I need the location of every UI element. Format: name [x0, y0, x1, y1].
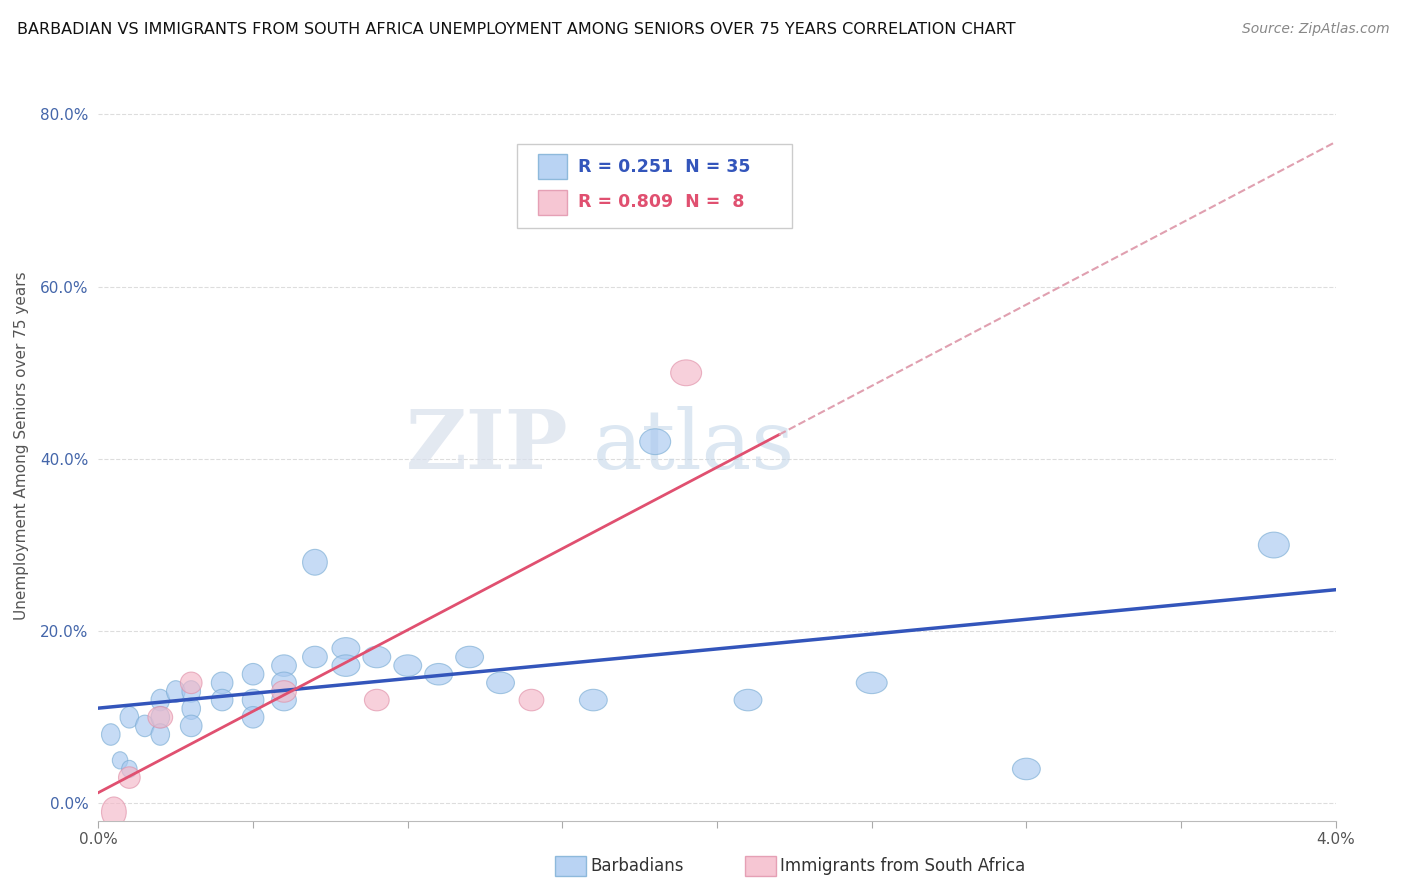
- Ellipse shape: [211, 672, 233, 694]
- Ellipse shape: [332, 655, 360, 676]
- Text: BARBADIAN VS IMMIGRANTS FROM SOUTH AFRICA UNEMPLOYMENT AMONG SENIORS OVER 75 YEA: BARBADIAN VS IMMIGRANTS FROM SOUTH AFRIC…: [17, 22, 1015, 37]
- Ellipse shape: [1258, 533, 1289, 558]
- Y-axis label: Unemployment Among Seniors over 75 years: Unemployment Among Seniors over 75 years: [14, 272, 30, 620]
- Ellipse shape: [456, 646, 484, 668]
- Ellipse shape: [302, 646, 328, 668]
- Ellipse shape: [150, 706, 170, 728]
- Ellipse shape: [242, 690, 264, 711]
- Text: R = 0.809  N =  8: R = 0.809 N = 8: [578, 194, 744, 211]
- Ellipse shape: [135, 715, 155, 737]
- Ellipse shape: [425, 664, 453, 685]
- Ellipse shape: [118, 767, 141, 789]
- Ellipse shape: [363, 646, 391, 668]
- Ellipse shape: [394, 655, 422, 676]
- Ellipse shape: [271, 681, 297, 702]
- Ellipse shape: [332, 638, 360, 659]
- Text: Immigrants from South Africa: Immigrants from South Africa: [780, 857, 1025, 875]
- Ellipse shape: [181, 681, 201, 702]
- Ellipse shape: [671, 359, 702, 385]
- Ellipse shape: [242, 706, 264, 728]
- Ellipse shape: [166, 681, 186, 702]
- Ellipse shape: [1012, 758, 1040, 780]
- Ellipse shape: [856, 672, 887, 694]
- Text: ZIP: ZIP: [406, 406, 568, 486]
- Ellipse shape: [181, 698, 201, 720]
- Text: Barbadians: Barbadians: [591, 857, 685, 875]
- Text: atlas: atlas: [593, 406, 796, 486]
- Ellipse shape: [734, 690, 762, 711]
- Ellipse shape: [150, 723, 170, 746]
- Ellipse shape: [120, 706, 139, 728]
- Ellipse shape: [486, 672, 515, 694]
- Ellipse shape: [519, 690, 544, 711]
- Ellipse shape: [101, 723, 120, 746]
- Ellipse shape: [148, 706, 173, 728]
- Ellipse shape: [364, 690, 389, 711]
- Ellipse shape: [150, 690, 170, 711]
- Ellipse shape: [579, 690, 607, 711]
- Ellipse shape: [101, 797, 127, 827]
- Ellipse shape: [211, 690, 233, 711]
- Ellipse shape: [271, 690, 297, 711]
- Ellipse shape: [122, 760, 138, 778]
- Ellipse shape: [180, 672, 202, 694]
- Ellipse shape: [271, 655, 297, 676]
- Ellipse shape: [302, 549, 328, 575]
- Text: R = 0.251  N = 35: R = 0.251 N = 35: [578, 158, 751, 176]
- Ellipse shape: [112, 752, 128, 769]
- Ellipse shape: [640, 429, 671, 455]
- Ellipse shape: [271, 672, 297, 694]
- Ellipse shape: [242, 664, 264, 685]
- Ellipse shape: [180, 715, 202, 737]
- Text: Source: ZipAtlas.com: Source: ZipAtlas.com: [1241, 22, 1389, 37]
